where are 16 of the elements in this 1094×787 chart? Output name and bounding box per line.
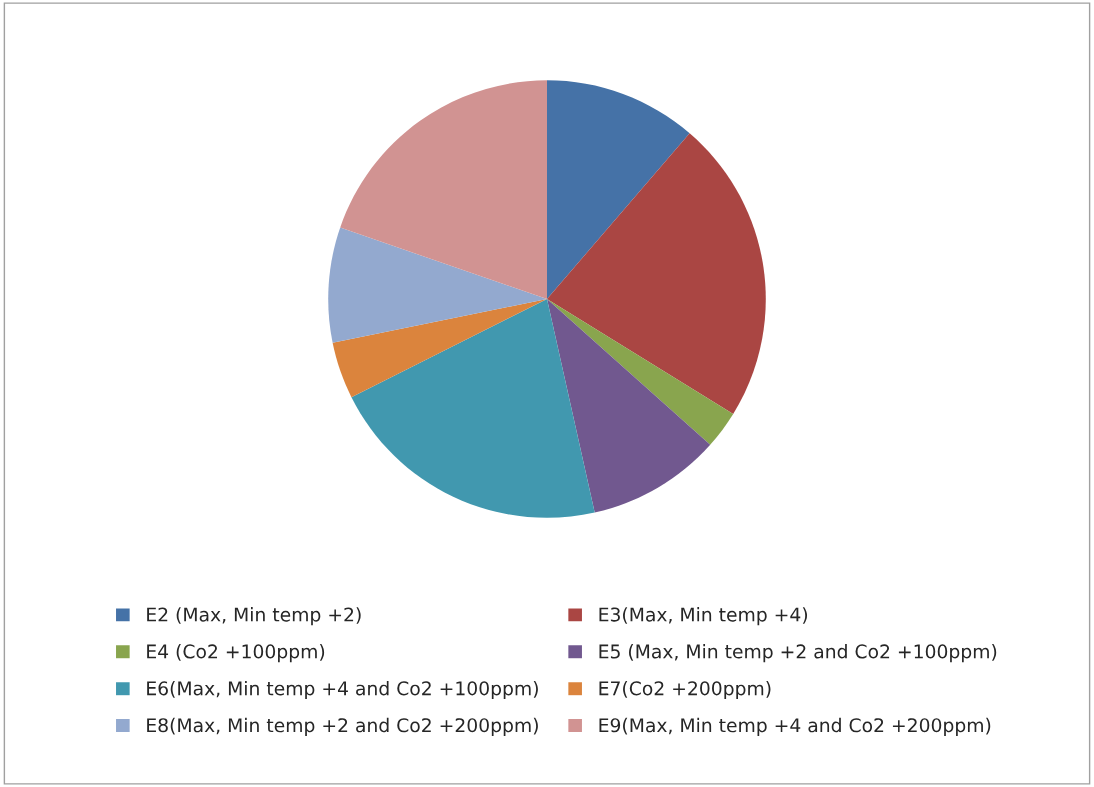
- legend-label: E3(Max, Min temp +4): [599, 607, 808, 626]
- pie-slice: [332, 299, 547, 398]
- pie-slice: [547, 299, 711, 513]
- legend-label: E5 (Max, Min temp +2 and Co2 +100ppm): [599, 644, 997, 663]
- legend-label: E7(Co2 +200ppm): [599, 680, 771, 700]
- pie-slice: [328, 227, 547, 343]
- pie-slice: [547, 133, 766, 414]
- pie-slice: [547, 80, 690, 300]
- legend-label: E8(Max, Min temp +2 and Co2 +200ppm): [147, 717, 538, 736]
- legend-label: E9(Max, Min temp +4 and Co2 +200ppm): [599, 717, 991, 736]
- pie-slice: [351, 299, 595, 518]
- legend-label: E6(Max, Min temp +4 and Co2 +100ppm): [147, 680, 538, 700]
- pie-slice: [340, 80, 547, 300]
- legend-label: E2 (Max, Min temp +2): [147, 607, 361, 626]
- pie-slice: [547, 299, 734, 445]
- legend-label: E4 (Co2 +100ppm): [147, 644, 325, 663]
